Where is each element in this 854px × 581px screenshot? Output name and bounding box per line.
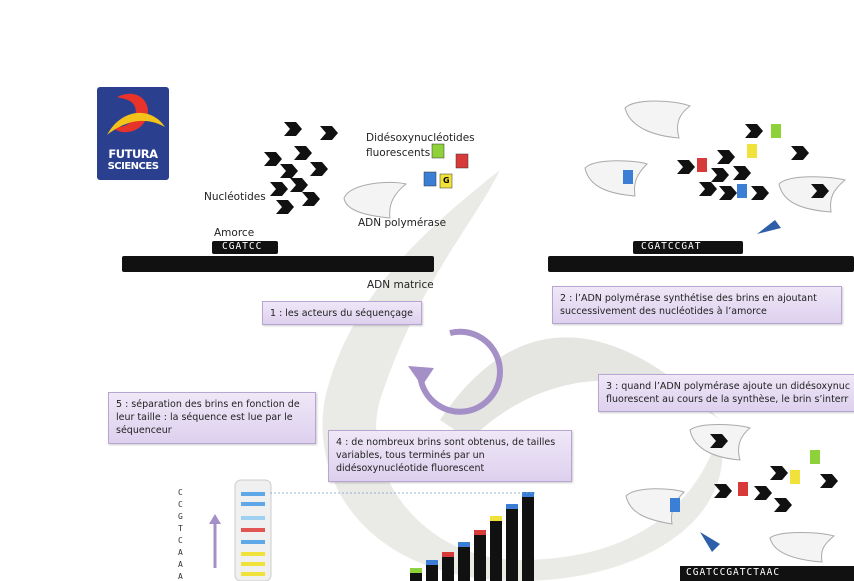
gel-letter: A (178, 548, 183, 557)
logo-line2: SCIENCES (107, 161, 159, 172)
step1-box: 1 : les acteurs du séquençage (262, 301, 422, 325)
step2-illustration (584, 100, 847, 234)
gel-letter: A (178, 560, 183, 569)
primer-strand: CGATCC (212, 241, 278, 254)
futura-sciences-logo: FUTURA SCIENCES (97, 87, 169, 180)
step2-line2: successivement des nucléotides à l’amorc… (560, 306, 767, 317)
step2-primer-sequence: CGATCCGAT (641, 241, 702, 252)
logo-swoosh-icon (107, 93, 165, 135)
step3-primer-sequence: CGATCCGATCTAAC (686, 567, 781, 578)
didesoxynucleotides-group (423, 143, 469, 189)
step3-illustration (625, 424, 838, 563)
adn-matrice-label: ADN matrice (367, 279, 434, 291)
step2-primer: CGATCCGAT (633, 241, 743, 254)
cycle-arrow-icon (408, 328, 503, 415)
step3-primer: CGATCCGATCTAAC (680, 566, 854, 581)
step3-line1: 3 : quand l’ADN polymérase ajoute un did… (606, 381, 851, 392)
fluorescents-label: fluorescents (366, 147, 431, 159)
nucleotides-group (264, 122, 338, 214)
step5-box: 5 : séparation des brins en fonction de … (108, 392, 316, 444)
gel-letter: C (178, 500, 183, 509)
nucleotides-label: Nucléotides (204, 191, 266, 203)
didesoxy-label: Didésoxynucléotides (366, 132, 475, 144)
step4-line3: didésoxynucléotide fluorescent (336, 463, 485, 474)
step4-box: 4 : de nombreux brins sont obtenus, de t… (328, 430, 572, 482)
step4-line1: 4 : de nombreux brins sont obtenus, de t… (336, 437, 556, 448)
primer-sequence: CGATCC (222, 241, 263, 252)
gel-guide-line (270, 492, 535, 494)
strands-staircase (410, 492, 534, 581)
adn-polymerase-label: ADN polymérase (358, 217, 447, 229)
gel-letter: T (178, 524, 183, 533)
template-strand (122, 256, 434, 272)
gel-letter: C (178, 536, 183, 545)
step5-line3: séquenceur (116, 425, 172, 436)
amorce-label: Amorce (214, 227, 255, 239)
gel-lane (209, 479, 272, 581)
step3-box: 3 : quand l’ADN polymérase ajoute un did… (598, 374, 854, 412)
polymerase-icon (343, 181, 408, 219)
step4-line2: variables, tous terminés par un (336, 450, 485, 461)
gel-letter: C (178, 488, 183, 497)
step2-box: 2 : l’ADN polymérase synthétise des brin… (552, 286, 842, 324)
step5-line1: 5 : séparation des brins en fonction de (116, 399, 300, 410)
base-g-label: G (443, 176, 450, 185)
step3-line2: fluorescent au cours de la synthèse, le … (606, 394, 849, 405)
gel-letter: A (178, 572, 183, 581)
step2-line1: 2 : l’ADN polymérase synthétise des brin… (560, 293, 817, 304)
logo-line1: FUTURA (108, 147, 158, 161)
step2-template (548, 256, 854, 272)
step5-line2: leur taille : la séquence est lue par le (116, 412, 293, 423)
gel-letter: G (178, 512, 183, 521)
